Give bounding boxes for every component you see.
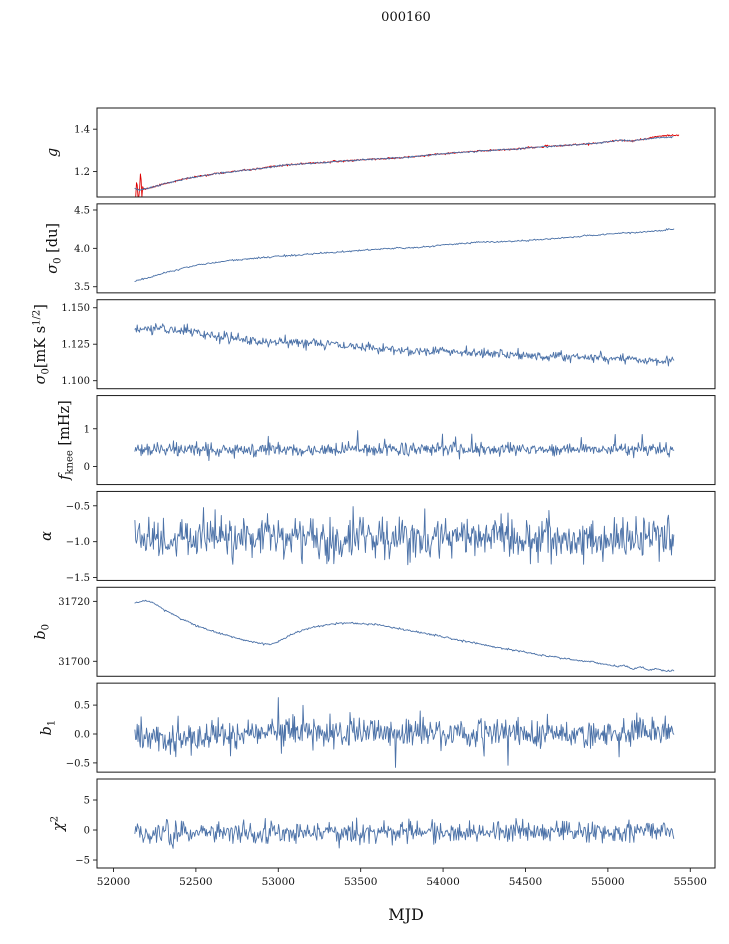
x-tick-label: 55500 (674, 876, 707, 888)
y-axis-label-b1: b1 (39, 720, 58, 736)
y-axis-label-fknee: fknee [mHz] (57, 400, 76, 481)
y-tick-label: 0 (84, 826, 90, 837)
axes-frame (96, 778, 716, 869)
x-axis-label: MJD (388, 905, 424, 924)
y-tick-label: 4.0 (74, 244, 90, 255)
y-tick-label: 1.125 (61, 340, 90, 351)
fknee-line (134, 430, 675, 462)
chi2-line (134, 817, 675, 849)
subplot-sigma0-mk: 1.150 1.125 1.100 σ0[mK s1/2] (32, 299, 716, 390)
subplot-fknee: 1 0 fknee [mHz] (57, 395, 716, 486)
y-axis-label-sigma0-du: σ0 [du] (45, 223, 64, 274)
subplot-g: 1.4 1.2 g (45, 107, 716, 198)
y-tick-label: 1.2 (74, 167, 90, 178)
subplot-b0: 31720 31700 b0 (33, 586, 716, 677)
subplot-chi2: 5 0 −5 χ2 52000 52500 53000 53500 54000 54500 5500… (50, 778, 716, 888)
y-axis-label-b0: b0 (33, 624, 52, 640)
x-tick-label: 55000 (591, 876, 624, 888)
y-axis-label-alpha: α (39, 531, 55, 541)
y-axis-label-chi2: χ2 (50, 816, 68, 832)
b0-line (134, 599, 675, 672)
y-tick-label: 3.5 (74, 282, 90, 293)
gain-data-line (134, 136, 674, 192)
axes-frame (96, 586, 716, 677)
y-tick-label: 1.100 (61, 376, 90, 387)
y-tick-label: 4.5 (74, 205, 90, 216)
b1-line (134, 697, 675, 768)
subplot-alpha: −0.5 −1.0 −1.5 α (39, 490, 716, 584)
y-tick-label: 31700 (58, 657, 90, 668)
axes-frame (96, 395, 716, 486)
subplot-b1: 0.5 0.0 −0.5 b1 (39, 682, 716, 773)
x-tick-label: 53000 (262, 876, 295, 888)
y-axis-label-g: g (45, 148, 61, 157)
y-tick-label: −1.5 (66, 573, 90, 584)
y-tick-label: −0.5 (66, 501, 90, 512)
y-axis-label-sigma0-mk: σ0[mK s1/2] (32, 304, 52, 384)
x-tick-label: 52000 (97, 876, 130, 888)
y-tick-label: 5 (84, 796, 90, 807)
y-tick-label: −0.5 (66, 758, 90, 769)
y-tick-label: 1.4 (74, 125, 90, 136)
y-tick-label: 1 (84, 424, 90, 435)
sigma0-du-line (134, 228, 675, 282)
axes-frame (96, 682, 716, 773)
y-tick-label: 31720 (58, 597, 90, 608)
axes-frame (96, 107, 716, 198)
x-tick-label: 52500 (179, 876, 212, 888)
axes-frame (96, 299, 716, 390)
y-tick-label: −5 (75, 856, 90, 867)
subplot-sigma0-du: 4.5 4.0 3.5 σ0 [du] (45, 203, 716, 294)
y-tick-label: 0.0 (74, 729, 90, 740)
axes-frame (96, 490, 716, 581)
alpha-line (134, 506, 675, 566)
y-tick-label: 0 (84, 462, 90, 473)
y-tick-label: 0.5 (74, 701, 90, 712)
x-tick-label: 54000 (426, 876, 459, 888)
y-tick-label: −1.0 (66, 537, 90, 548)
figure-title: 000160 (381, 10, 431, 25)
sigma0-mk-line (134, 323, 675, 367)
x-tick-label: 54500 (509, 876, 542, 888)
x-tick-label: 53500 (344, 876, 377, 888)
y-tick-label: 1.150 (61, 303, 90, 314)
